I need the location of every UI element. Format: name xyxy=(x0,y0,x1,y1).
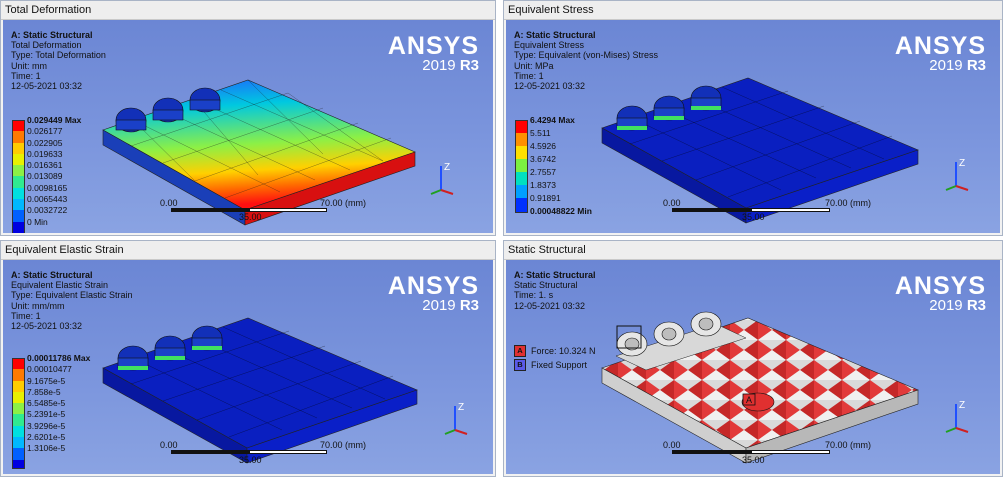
panel-total-deformation[interactable]: Total Deformation xyxy=(0,0,496,236)
scale-end: 70.00 (mm) xyxy=(825,198,872,208)
scale-mid: 35.00 xyxy=(239,212,262,222)
boundary-conditions-legend: A Force: 10.324 N B Fixed Support xyxy=(514,344,596,372)
svg-text:Z: Z xyxy=(959,158,965,169)
panel-title: Static Structural xyxy=(504,241,1002,260)
scale-mid: 35.00 xyxy=(742,455,765,465)
scale-bar xyxy=(672,450,830,454)
graphics-viewport[interactable]: A A: Static Structural Static Structural… xyxy=(506,260,1000,474)
boundary-conditions-model: A xyxy=(601,311,919,464)
scale-mid: 35.00 xyxy=(239,455,262,465)
scale-start: 0.00 xyxy=(663,198,681,208)
scale-end: 70.00 (mm) xyxy=(320,198,367,208)
panel-title: Equivalent Stress xyxy=(504,1,1002,20)
ansys-logo: ANSYS 2019 R3 xyxy=(894,32,986,74)
svg-text:A: A xyxy=(746,395,752,405)
panel-title: Total Deformation xyxy=(1,1,495,20)
axis-triad: Z xyxy=(430,162,454,195)
force-legend-item[interactable]: A Force: 10.324 N xyxy=(514,344,596,358)
scale-start: 0.00 xyxy=(160,440,178,450)
axis-triad: Z xyxy=(945,400,969,433)
force-marker[interactable]: A xyxy=(741,392,775,412)
ansys-logo: ANSYS 2019 R3 xyxy=(387,32,479,74)
axis-triad: Z xyxy=(945,158,969,191)
scale-start: 0.00 xyxy=(160,198,178,208)
scale-end: 70.00 (mm) xyxy=(320,440,367,450)
panel-title: Equivalent Elastic Strain xyxy=(1,241,495,260)
panel-equivalent-stress[interactable]: Equivalent Stress A: Static Structural E… xyxy=(503,0,1003,236)
analysis-info: A: Static Structural Static Structural T… xyxy=(514,270,596,311)
graphics-viewport[interactable]: A: Static Structural Equivalent Elastic … xyxy=(3,260,493,474)
scale-bar xyxy=(171,208,327,212)
scale-bar xyxy=(171,450,327,454)
result-info: A: Static Structural Equivalent Stress T… xyxy=(514,30,659,92)
strain-model xyxy=(102,317,418,464)
result-info: A: Static Structural Equivalent Elastic … xyxy=(11,270,133,332)
panel-static-structural[interactable]: Static Structural xyxy=(503,240,1003,477)
scale-bar xyxy=(672,208,830,212)
graphics-viewport[interactable]: A: Static Structural Equivalent Stress T… xyxy=(506,20,1000,233)
deformation-model xyxy=(102,79,416,226)
svg-text:Z: Z xyxy=(458,402,464,413)
scale-end: 70.00 (mm) xyxy=(825,440,872,450)
result-info: A: Static Structural Total Deformation T… xyxy=(11,30,106,92)
ansys-logo: ANSYS 2019 R3 xyxy=(387,272,479,314)
stress-model xyxy=(601,77,919,224)
axis-triad: Z xyxy=(444,402,468,435)
fixed-support-legend-item[interactable]: B Fixed Support xyxy=(514,358,596,372)
svg-text:Z: Z xyxy=(959,400,965,411)
svg-text:Z: Z xyxy=(444,162,450,173)
scale-start: 0.00 xyxy=(663,440,681,450)
ansys-logo: ANSYS 2019 R3 xyxy=(894,272,986,314)
panel-equivalent-elastic-strain[interactable]: Equivalent Elastic Strain A: Static Stru… xyxy=(0,240,496,477)
graphics-viewport[interactable]: A: Static Structural Total Deformation T… xyxy=(3,20,493,233)
scale-mid: 35.00 xyxy=(742,212,765,222)
